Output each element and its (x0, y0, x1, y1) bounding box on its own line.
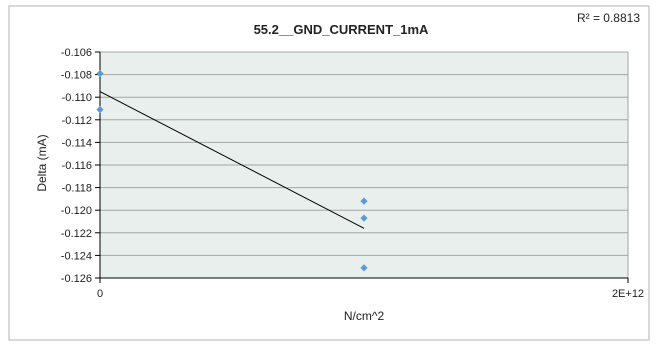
grid-lines (100, 51, 629, 278)
y-tick-label: -0.124 (61, 250, 92, 262)
chart-title: 55.2__GND_CURRENT_1mA (254, 22, 429, 37)
y-tick-label: -0.118 (62, 183, 92, 195)
y-tick-label: -0.116 (62, 160, 92, 172)
x-tick-label: 0 (97, 288, 103, 300)
data-points (96, 69, 368, 272)
data-point (360, 197, 368, 205)
x-tick-labels: 0 2E+12 (97, 278, 644, 300)
y-tick-label: -0.106 (61, 47, 92, 59)
y-tick-label: -0.122 (61, 228, 92, 240)
data-point (96, 69, 104, 78)
y-tick-label: -0.120 (61, 205, 92, 217)
data-point (96, 106, 104, 114)
trendline-layer (99, 91, 365, 229)
y-axis-title: Delta (mA) (35, 134, 49, 191)
y-tick-labels: -0.106 -0.108 -0.110 -0.112 -0.114 -0.116 -0.1… (61, 47, 100, 285)
data-point (360, 264, 368, 272)
y-tick-label: -0.108 (61, 70, 92, 82)
x-tick-label: 2E+12 (612, 288, 644, 300)
x-axis-title: N/cm^2 (344, 309, 385, 323)
trendline (99, 91, 365, 229)
r-squared-label: R² = 0.8813 (577, 11, 640, 25)
y-tick-label: -0.110 (62, 92, 92, 104)
y-tick-label: -0.114 (62, 137, 92, 149)
data-point (360, 214, 368, 222)
y-tick-label: -0.126 (61, 273, 92, 285)
y-tick-label: -0.112 (62, 115, 92, 127)
